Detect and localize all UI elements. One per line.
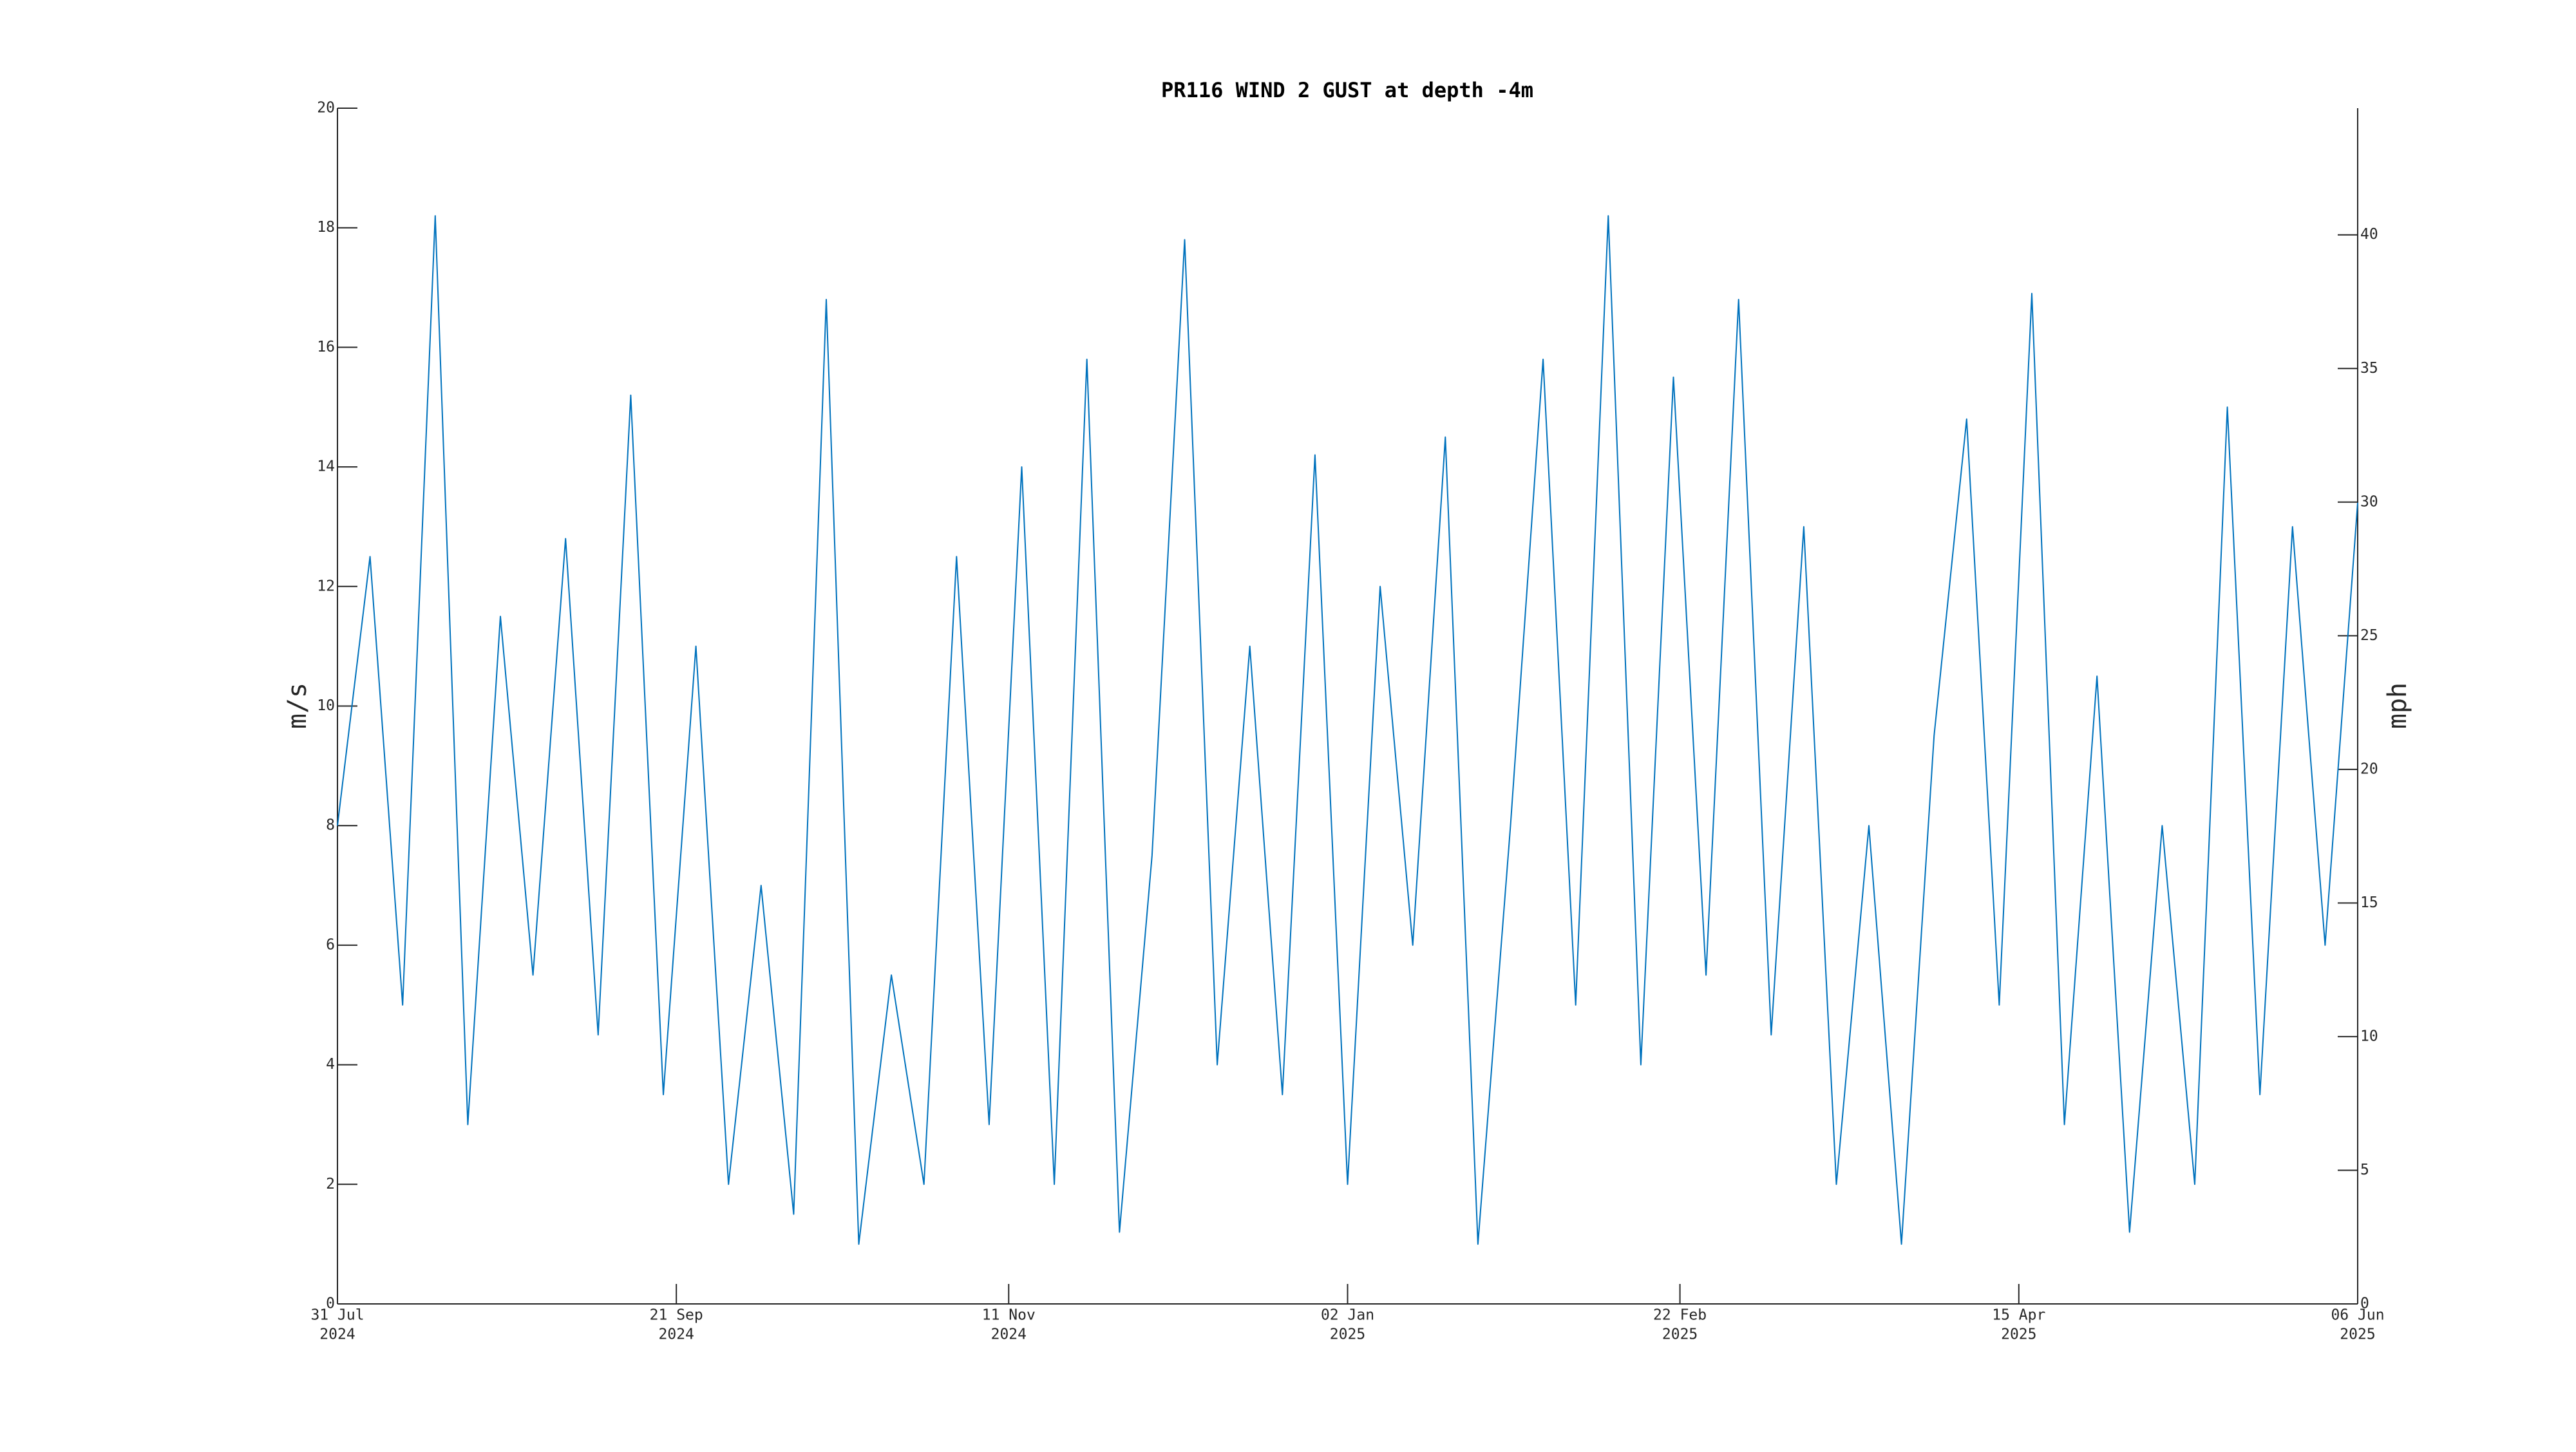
y2-tick-label: 20 (2360, 760, 2378, 777)
data-line (337, 215, 2358, 1245)
x-tick-label: 2025 (1662, 1326, 1698, 1343)
y-tick-label: 18 (317, 219, 335, 236)
x-tick-label: 21 Sep (650, 1307, 703, 1324)
y2-tick-label: 25 (2360, 627, 2378, 644)
y2-tick-label: 35 (2360, 360, 2378, 377)
y-tick-label: 2 (326, 1176, 335, 1193)
x-tick-label: 22 Feb (1653, 1307, 1707, 1324)
y-tick-label: 0 (326, 1296, 335, 1312)
y2-tick-label: 10 (2360, 1028, 2378, 1044)
x-tick-label: 06 Jun (2331, 1307, 2384, 1324)
y-tick-label: 20 (317, 100, 335, 117)
x-tick-label: 2024 (319, 1326, 355, 1343)
x-tick-label: 02 Jan (1321, 1307, 1374, 1324)
x-tick-label: 31 Jul (310, 1307, 364, 1324)
x-tick-label: 2025 (2001, 1326, 2036, 1343)
chart-title: PR116 WIND 2 GUST at depth -4m (1161, 78, 1533, 102)
y2-tick-label: 0 (2360, 1296, 2369, 1312)
x-tick-label: 11 Nov (982, 1307, 1036, 1324)
y-tick-label: 4 (326, 1056, 335, 1073)
y2-axis-label: mph (2383, 683, 2412, 729)
x-tick-label: 2025 (2340, 1326, 2375, 1343)
y2-tick-label: 30 (2360, 493, 2378, 510)
y-tick-label: 8 (326, 817, 335, 834)
y-tick-label: 12 (317, 578, 335, 594)
y-tick-label: 14 (317, 458, 335, 475)
y-axis-label: m/s (283, 683, 312, 729)
x-tick-label: 15 Apr (1992, 1307, 2045, 1324)
y2-tick-label: 5 (2360, 1162, 2369, 1178)
x-tick-label: 2024 (991, 1326, 1027, 1343)
x-tick-label: 2024 (659, 1326, 694, 1343)
x-tick-label: 2025 (1330, 1326, 1365, 1343)
y2-tick-label: 40 (2360, 226, 2378, 243)
y-tick-label: 16 (317, 339, 335, 355)
y2-tick-label: 15 (2360, 894, 2378, 911)
y-tick-label: 10 (317, 697, 335, 714)
y-tick-label: 6 (326, 936, 335, 953)
